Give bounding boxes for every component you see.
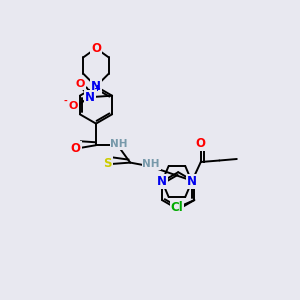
Text: S: S: [103, 157, 112, 170]
Text: N: N: [85, 91, 94, 104]
Text: +: +: [94, 84, 100, 93]
Text: NH: NH: [142, 159, 160, 170]
Text: N: N: [91, 80, 101, 93]
Text: O: O: [68, 101, 78, 111]
Text: O: O: [91, 42, 101, 55]
Text: Cl: Cl: [170, 201, 183, 214]
Text: N: N: [187, 175, 197, 188]
Text: O: O: [70, 142, 81, 155]
Text: NH: NH: [110, 139, 128, 149]
Text: O: O: [196, 136, 206, 150]
Text: N: N: [157, 175, 167, 188]
Text: -: -: [64, 97, 67, 106]
Text: O: O: [75, 79, 85, 89]
